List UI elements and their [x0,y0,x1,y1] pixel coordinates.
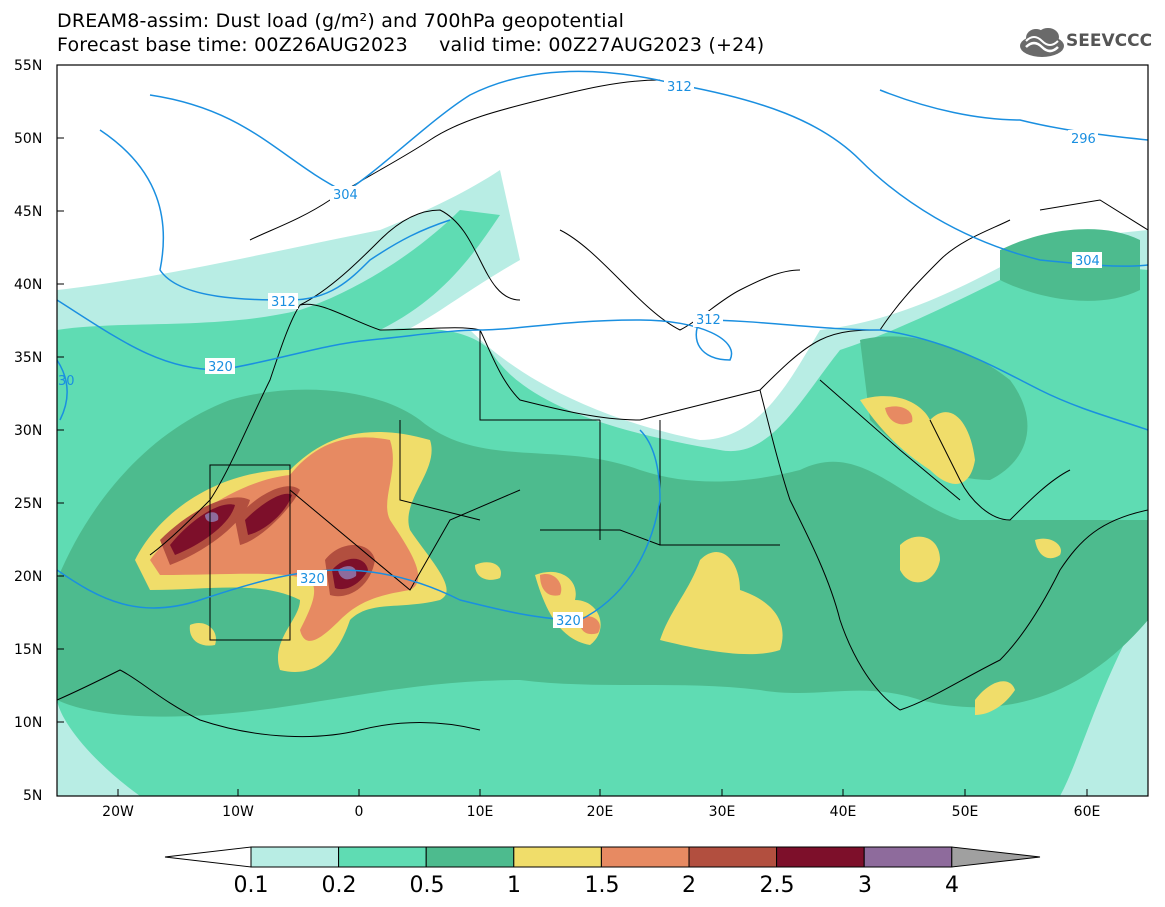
contour-label: 320 [556,614,581,629]
legend-label: 0.2 [322,873,357,898]
cloud-icon [1020,28,1064,57]
lat-label: 50N [14,131,42,147]
legend-label: 0.1 [234,873,269,898]
lon-label: 30E [709,804,736,820]
colorbar-segment [250,846,340,868]
contour-label: 304 [333,188,358,203]
contour-label: 312 [271,295,296,310]
forecast-time-subtitle: Forecast base time: 00Z26AUG2023 valid t… [57,34,765,56]
contour-label: 320 [208,360,233,375]
legend-label: 4 [945,873,959,898]
lat-label: 25N [14,496,42,512]
colorbar [164,846,1041,868]
contour-label: 320 [300,572,325,587]
lat-label: 55N [14,58,42,74]
legend-label: 1 [507,873,521,898]
lon-label: 40E [830,804,857,820]
colorbar-segment [776,846,865,868]
axis-ticks [57,64,1088,796]
colorbar-right-arrow [951,846,1041,868]
lon-label: 10W [222,804,254,820]
lon-label: 20E [587,804,614,820]
longitude-labels: 20W 10W 0 10E 20E 30E 40E 50E 60E [102,804,1100,820]
logo-text: SEEVCCC [1066,31,1153,51]
contour-label: 296 [1071,132,1096,147]
seevccc-logo [1020,28,1064,57]
contour-label: 312 [696,313,721,328]
lon-label: 50E [952,804,979,820]
lat-label: 10N [14,715,42,731]
contour-label: 304 [1075,254,1100,269]
colorbar-labels: 0.1 0.2 0.5 1 1.5 2 2.5 3 4 [234,873,960,898]
legend-label: 3 [858,873,872,898]
lon-label: 60E [1074,804,1101,820]
legend-label: 2.5 [760,873,795,898]
colorbar-segment [600,846,690,868]
lat-label: 30N [14,423,42,439]
lat-label: 20N [14,569,42,585]
lat-label: 40N [14,277,42,293]
legend-label: 1.5 [585,873,620,898]
colorbar-segment [688,846,778,868]
contour-label: 30 [58,374,75,389]
lat-label: 35N [14,350,42,366]
colorbar-left-arrow [164,846,252,868]
lon-label: 10E [467,804,494,820]
legend-label: 2 [682,873,696,898]
colorbar-segment [425,846,515,868]
contour-labels: 312 296 304 304 312 312 320 320 320 30 [58,78,1102,629]
latitude-labels: 55N 50N 45N 40N 35N 30N 25N 20N 15N 10N … [14,58,42,804]
lat-label: 15N [14,642,42,658]
colorbar-segment [338,846,427,868]
colorbar-segment [513,846,602,868]
dust-level-3 [205,512,219,523]
lat-label: 5N [23,788,42,804]
legend-label: 0.5 [410,873,445,898]
map-title: DREAM8-assim: Dust load (g/m²) and 700hP… [57,10,625,32]
dust-level-2.5 [170,504,235,555]
lat-label: 45N [14,204,42,220]
dust-field [57,65,1148,796]
lon-label: 20W [102,804,134,820]
contour-label: 312 [667,80,692,95]
colorbar-segment [863,846,953,868]
lon-label: 0 [355,804,364,820]
